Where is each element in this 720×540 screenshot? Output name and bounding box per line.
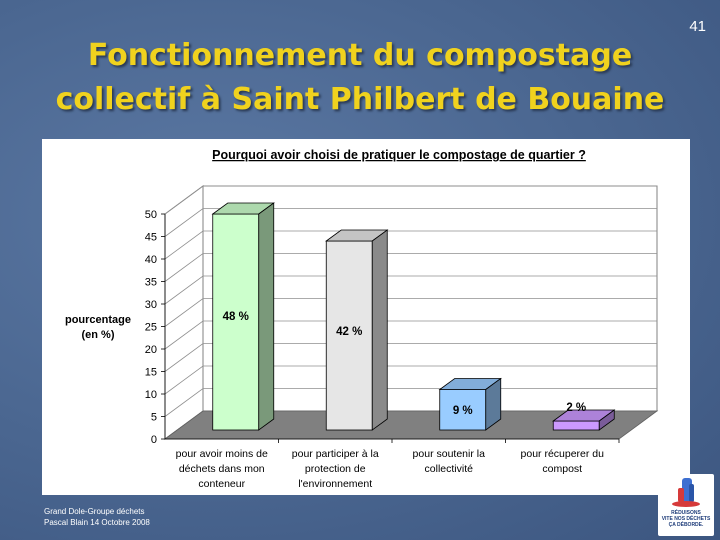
bar-front: [552, 420, 600, 431]
x-category-label: pour avoir moins de: [176, 448, 268, 460]
x-category-label: pour récuperer du: [521, 448, 605, 460]
y-tick-label: 10: [145, 389, 157, 401]
data-label: 2 %: [566, 402, 586, 414]
y-tick-label: 25: [145, 322, 157, 334]
x-category-label: collectivité: [425, 463, 474, 475]
y-tick-label: 0: [151, 434, 157, 446]
logo-text-line-1: RÉDUISONS: [671, 510, 701, 516]
logo-text: RÉDUISONS VITE NOS DÉCHETS ÇA DÉBORDE.: [658, 510, 714, 528]
gridline: [164, 275, 657, 305]
bar-side: [258, 202, 275, 431]
bar-side: [485, 377, 502, 431]
y-axis-label-line-1: pourcentage: [65, 314, 131, 326]
bar: [552, 409, 616, 431]
chart-title: Pourquoi avoir choisi de pratiquer le co…: [212, 148, 586, 162]
slide-number: 41: [689, 18, 706, 35]
x-category-label: conteneur: [198, 478, 245, 490]
gridline: [164, 230, 657, 260]
gridline: [164, 388, 657, 417]
gridline: [164, 253, 657, 282]
x-category-label: l'environnement: [298, 478, 372, 490]
y-axis-label-line-2: (en %): [82, 329, 115, 341]
y-tick-label: 30: [145, 299, 157, 311]
bar-front: [325, 240, 373, 431]
bar-front: [439, 389, 487, 431]
footer-line-1: Grand Dole-Groupe déchets: [44, 507, 145, 516]
y-tick-label: 15: [145, 367, 157, 379]
gridline: [164, 365, 657, 395]
x-category-label: pour participer à la: [292, 448, 379, 460]
x-category-label: déchets dans mon: [179, 463, 265, 475]
data-label: 9 %: [453, 405, 473, 417]
data-label: 42 %: [336, 326, 362, 338]
bar-side: [598, 409, 615, 431]
x-category-label: protection de: [305, 463, 366, 475]
bar: [438, 377, 502, 431]
bar-side: [371, 229, 388, 431]
gridline: [164, 298, 657, 327]
bar: [325, 229, 389, 431]
logo-text-line-3: ÇA DÉBORDE.: [668, 522, 704, 528]
title-line-1: Fonctionnement du compostage: [87, 38, 633, 73]
logo-icon: [672, 478, 700, 507]
footer-line-2: Pascal Blain 14 Octobre 2008: [44, 518, 150, 527]
x-category-label: compost: [542, 463, 582, 475]
gridline: [164, 320, 657, 350]
bar-chart: 0 5 10 15 20 25 30 35 40 45 50 pour avoir moins de…: [65, 148, 659, 490]
gridline: [164, 343, 657, 372]
y-tick-label: 35: [145, 277, 157, 289]
footer: Grand Dole-Groupe déchets Pascal Blain 1…: [44, 506, 150, 528]
y-tick-label: 45: [145, 232, 157, 244]
chart-panel: 0 5 10 15 20 25 30 35 40 45 50 pour avoir moins de…: [42, 139, 690, 495]
logo: RÉDUISONS VITE NOS DÉCHETS ÇA DÉBORDE.: [658, 474, 714, 536]
title-line-2: collectif à Saint Philbert de Bouaine: [55, 82, 665, 117]
data-label: 48 %: [223, 311, 249, 323]
y-tick-label: 40: [145, 254, 157, 266]
y-tick-label: 5: [151, 412, 157, 424]
gridline: [164, 185, 657, 215]
bar: [211, 202, 275, 431]
slide-title: Fonctionnement du compostage collectif à…: [0, 34, 720, 122]
x-category-label: pour soutenir la: [413, 448, 486, 460]
y-tick-label: 20: [145, 344, 157, 356]
gridline: [164, 208, 657, 237]
y-tick-label: 50: [145, 209, 157, 221]
logo-text-line-2: VITE NOS DÉCHETS: [661, 516, 711, 522]
